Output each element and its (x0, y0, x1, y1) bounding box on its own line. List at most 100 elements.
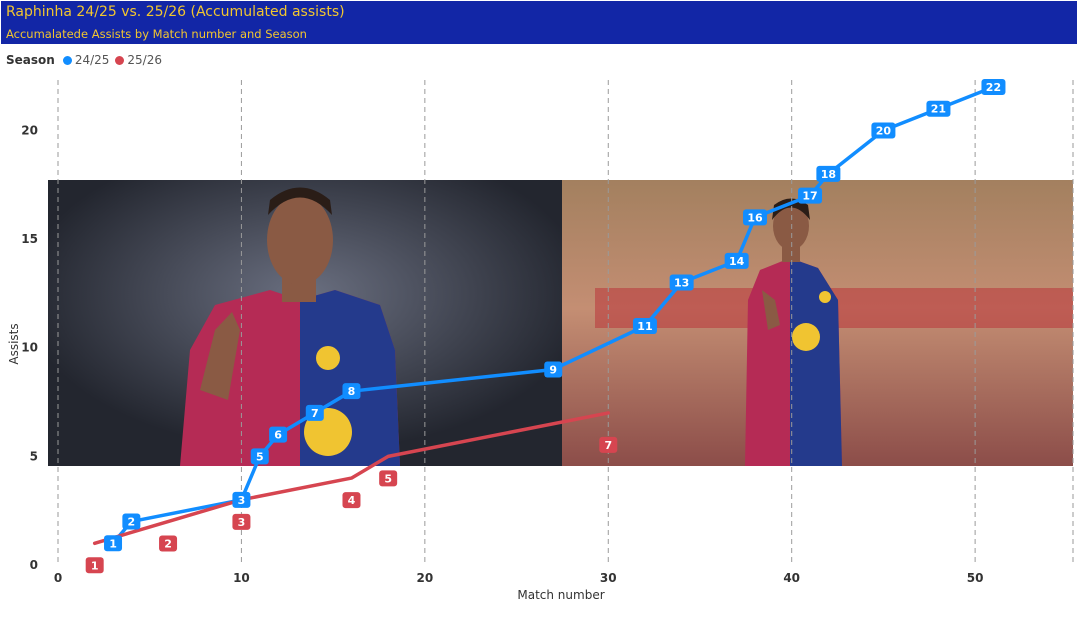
data-label-box (724, 252, 749, 269)
y-tick-label: 0 (30, 558, 38, 572)
data-label: 13 (669, 274, 694, 291)
data-label-text: 3 (238, 494, 246, 507)
data-label: 16 (743, 209, 768, 226)
data-label-text: 7 (311, 407, 319, 420)
data-label-text: 20 (876, 124, 892, 137)
data-label-box (342, 492, 361, 509)
y-tick-label: 15 (21, 232, 38, 246)
data-label-box (871, 122, 896, 139)
chart-subtitle: Accumalatede Assists by Match number and… (6, 27, 307, 41)
legend-title: Season (6, 53, 55, 67)
data-label-box (669, 274, 694, 291)
x-tick-label: 20 (416, 571, 433, 585)
data-label: 20 (871, 122, 896, 139)
data-label-text: 1 (91, 559, 99, 572)
data-label-box (232, 513, 251, 530)
data-label: 8 (342, 383, 361, 400)
legend-item-2526[interactable]: 25/26 (115, 53, 162, 67)
data-label: 3 (232, 491, 251, 508)
data-label-box (250, 448, 269, 465)
data-label-box (342, 383, 361, 400)
data-label-box (305, 404, 324, 421)
data-label-box (926, 100, 951, 117)
data-label: 2 (122, 513, 141, 530)
data-label-text: 22 (986, 81, 1001, 94)
legend[interactable]: Season 24/25 25/26 (6, 52, 168, 68)
data-label-box (159, 535, 178, 552)
series-line-2526 (92, 411, 611, 546)
data-label: 2 (159, 535, 178, 552)
data-label-box (85, 557, 104, 574)
legend-item-2425[interactable]: 24/25 (62, 53, 110, 67)
data-label: 14 (724, 252, 749, 269)
data-label-box (104, 535, 123, 552)
data-label: 17 (798, 187, 823, 204)
data-label: 22 (981, 79, 1006, 95)
y-tick-label: 10 (21, 341, 38, 355)
data-label: 21 (926, 100, 951, 117)
player-left-hand (200, 312, 240, 400)
data-label-box (798, 187, 823, 204)
data-label-box (122, 513, 141, 530)
data-label-text: 17 (802, 190, 817, 203)
data-label-text: 4 (348, 494, 356, 507)
title-bar: Raphinha 24/25 vs. 25/26 (Accumulated as… (1, 1, 1077, 44)
data-label: 3 (232, 513, 251, 530)
data-label: 4 (342, 492, 361, 509)
x-axis-title: Match number (517, 588, 605, 602)
data-label-box (379, 470, 398, 487)
data-label: 11 (632, 318, 657, 334)
data-label-box (632, 318, 657, 334)
data-label-text: 1 (109, 537, 117, 550)
player-right-head (773, 202, 809, 250)
club-crest-right (819, 291, 831, 303)
y-tick-label: 5 (30, 449, 38, 463)
player-left-head (267, 195, 333, 285)
y-tick-label: 20 (21, 123, 38, 137)
data-label: 7 (599, 436, 618, 453)
data-label-text: 7 (604, 439, 612, 452)
data-label-text: 13 (674, 277, 689, 290)
data-label: 7 (305, 404, 324, 421)
data-label-text: 11 (637, 320, 652, 333)
player-right-jersey-blue (790, 258, 842, 466)
data-label-text: 2 (128, 516, 136, 529)
data-label-text: 2 (164, 538, 172, 551)
data-label: 1 (104, 535, 123, 552)
data-label-text: 14 (729, 255, 745, 268)
data-label: 5 (379, 470, 398, 487)
data-label-text: 6 (274, 429, 282, 442)
data-label-box (981, 79, 1006, 95)
data-label: 1 (85, 557, 104, 574)
x-tick-label: 50 (967, 571, 984, 585)
chart-title: Raphinha 24/25 vs. 25/26 (Accumulated as… (6, 4, 345, 20)
player-right-hair (772, 198, 810, 220)
data-label-box (544, 361, 563, 378)
data-label-text: 18 (821, 168, 836, 181)
x-tick-label: 0 (54, 571, 62, 585)
data-label-text: 21 (931, 103, 946, 116)
data-label-box (269, 426, 288, 443)
x-tick-label: 40 (783, 571, 800, 585)
data-label: 9 (544, 361, 563, 378)
legend-marker-2425 (62, 55, 72, 65)
y-axis-title: Assists (7, 323, 21, 365)
x-tick-label: 10 (233, 571, 250, 585)
club-crest-left (316, 346, 340, 370)
player-photo-right (562, 180, 1073, 466)
legend-label-2526: 25/26 (127, 53, 162, 67)
sponsor-logo-right (792, 323, 820, 351)
player-photo-left (48, 180, 562, 466)
legend-marker-2526 (115, 55, 125, 65)
data-label-box (599, 436, 618, 453)
legend-label-2425: 24/25 (74, 53, 110, 67)
x-tick-label: 30 (600, 571, 617, 585)
data-label-text: 16 (747, 211, 763, 224)
player-right-hand (762, 290, 780, 330)
data-label-text: 9 (549, 363, 557, 376)
data-label-box (232, 491, 251, 508)
data-label-text: 5 (256, 450, 264, 463)
data-label-box (743, 209, 768, 226)
data-label-box (816, 165, 841, 182)
